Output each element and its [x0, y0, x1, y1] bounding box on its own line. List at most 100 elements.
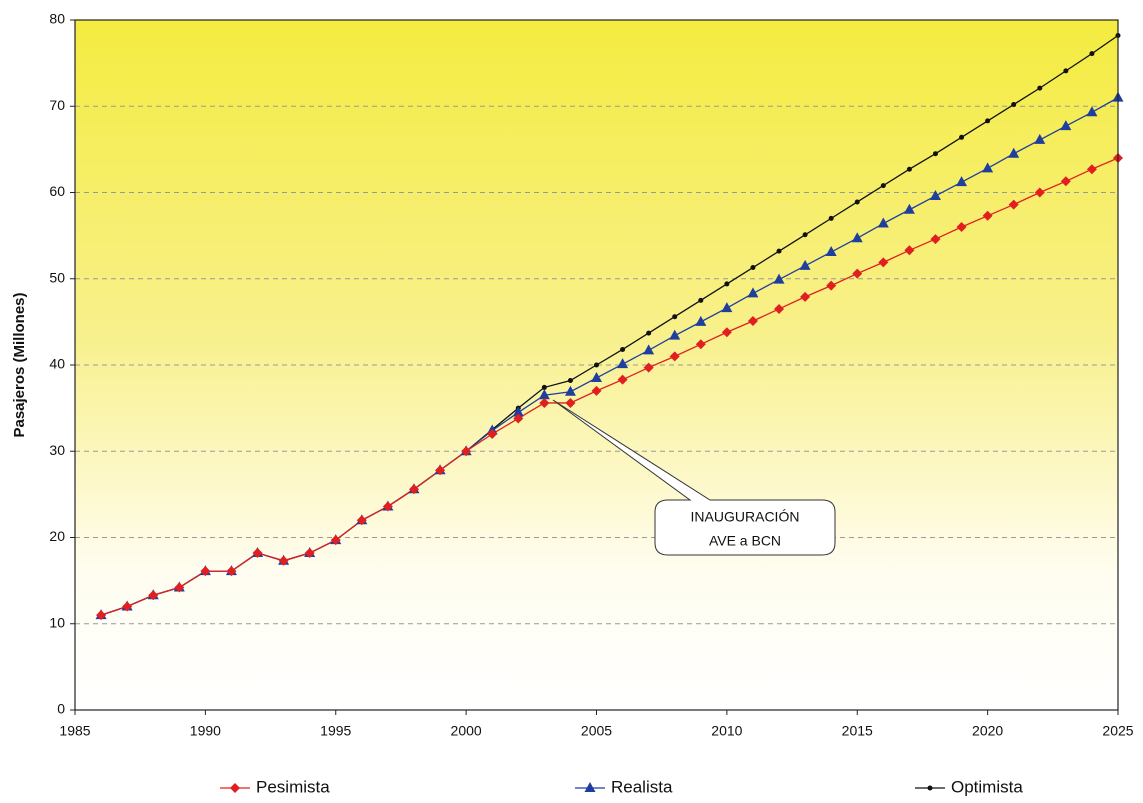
annotation-text: AVE a BCN — [709, 533, 781, 549]
callout: INAUGURACIÓN AVE a BCN — [552, 399, 836, 556]
marker — [617, 374, 628, 385]
y-axis-label: Pasajeros (Millones) — [11, 292, 28, 437]
legend-marker — [584, 782, 596, 792]
marker — [646, 330, 652, 336]
marker — [904, 245, 915, 256]
marker — [567, 378, 573, 384]
marker — [724, 281, 730, 287]
marker — [880, 183, 886, 189]
x-tick-label: 2005 — [581, 723, 612, 739]
x-tick-label: 2015 — [842, 723, 873, 739]
y-tick-label: 30 — [49, 442, 65, 458]
marker — [304, 548, 315, 559]
marker — [591, 385, 602, 396]
marker — [929, 189, 941, 200]
marker — [773, 273, 785, 284]
marker — [854, 199, 860, 205]
marker — [226, 566, 237, 577]
marker — [174, 582, 185, 593]
y-tick-label: 50 — [49, 269, 65, 285]
marker — [906, 166, 912, 172]
marker — [695, 315, 707, 326]
marker — [985, 118, 991, 124]
marker — [487, 429, 498, 439]
x-tick-label: 1995 — [320, 723, 351, 739]
marker — [408, 484, 419, 495]
callout-box — [552, 399, 836, 556]
marker — [1008, 147, 1020, 158]
x-tick-label: 1985 — [59, 723, 90, 739]
marker — [982, 210, 993, 221]
marker — [594, 362, 599, 368]
marker — [1086, 106, 1098, 117]
x-tick-label: 2025 — [1102, 723, 1133, 739]
annotation-text: INAUGURACIÓN — [691, 509, 800, 525]
marker — [200, 566, 211, 577]
x-tick-label: 1990 — [190, 723, 221, 739]
marker — [382, 501, 393, 512]
marker — [330, 535, 341, 546]
legend-label: Pesimista — [256, 777, 330, 796]
marker — [672, 314, 678, 320]
marker — [802, 232, 808, 238]
y-tick-label: 40 — [49, 356, 65, 372]
marker — [932, 151, 938, 157]
marker — [564, 385, 576, 396]
marker — [252, 548, 263, 559]
marker — [148, 590, 159, 601]
marker — [776, 248, 782, 254]
marker — [1089, 51, 1095, 57]
marker — [1060, 120, 1072, 131]
y-tick-label: 0 — [57, 701, 65, 717]
y-tick-label: 70 — [49, 97, 65, 113]
marker — [750, 265, 756, 271]
marker — [1008, 199, 1019, 210]
series-line — [100, 157, 1119, 616]
marker — [643, 344, 655, 355]
marker — [1034, 187, 1045, 198]
marker — [959, 134, 965, 140]
marker — [356, 515, 367, 526]
y-tick-label: 80 — [49, 11, 65, 27]
marker — [643, 362, 654, 373]
marker — [695, 339, 706, 350]
marker — [278, 555, 289, 566]
marker — [513, 413, 524, 424]
marker — [800, 291, 811, 302]
y-tick-label: 60 — [49, 183, 65, 199]
legend-label: Optimista — [951, 777, 1023, 796]
marker — [1060, 176, 1071, 187]
marker — [565, 397, 576, 408]
marker — [1011, 102, 1017, 108]
marker — [826, 280, 837, 291]
marker — [828, 215, 834, 221]
x-tick-label: 2000 — [451, 723, 482, 739]
marker — [461, 446, 472, 457]
marker — [774, 303, 785, 314]
marker — [747, 287, 759, 298]
marker — [1034, 133, 1046, 144]
marker — [721, 302, 733, 313]
marker — [851, 232, 863, 243]
grid — [75, 105, 1118, 625]
marker — [541, 384, 547, 390]
marker — [669, 351, 680, 362]
y-tick-label: 10 — [49, 614, 65, 630]
marker — [698, 297, 704, 303]
marker — [903, 203, 915, 214]
marker — [930, 234, 941, 245]
marker — [122, 601, 133, 612]
marker — [1063, 68, 1069, 74]
marker — [721, 327, 732, 338]
x-tick-label: 2020 — [972, 723, 1003, 739]
marker — [982, 162, 994, 173]
marker — [1086, 164, 1097, 175]
marker — [669, 329, 681, 340]
marker — [617, 358, 629, 369]
marker — [799, 259, 811, 270]
marker — [538, 389, 550, 400]
marker — [956, 176, 968, 187]
legend-label: Realista — [611, 777, 673, 796]
marker — [747, 316, 758, 327]
